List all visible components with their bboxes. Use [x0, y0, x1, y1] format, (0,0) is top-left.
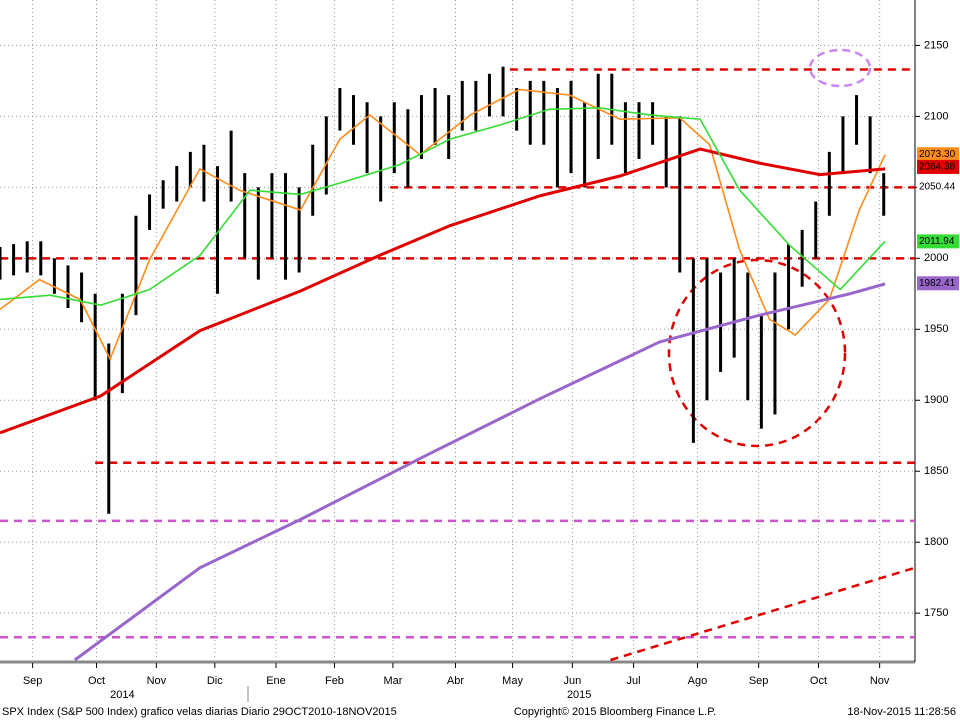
x-tick-label: Dic: [207, 675, 223, 687]
last-value-tag: [917, 179, 959, 194]
year-label: 2014: [110, 689, 134, 701]
x-tick-label: Sep: [749, 675, 769, 687]
y-tick-label: 2150: [924, 39, 948, 51]
y-tick-label: 1750: [924, 607, 948, 619]
x-tick-label: Jul: [627, 675, 641, 687]
x-tick-label: Feb: [325, 675, 344, 687]
moving-average: [73, 282, 886, 662]
y-tick-label: 1900: [924, 394, 948, 406]
x-tick-label: Mar: [383, 675, 402, 687]
trend-line: [610, 566, 916, 662]
x-tick-label: Nov: [147, 675, 167, 687]
moving-average: [0, 88, 886, 362]
x-tick-label: Jun: [564, 675, 582, 687]
footer-right: 18-Nov-2015 11:28:56: [847, 706, 956, 718]
year-label: 2015: [567, 689, 591, 701]
annotation-circle: [667, 258, 847, 448]
x-tick-label: Abr: [447, 675, 464, 687]
last-value-label: 2064.38: [919, 162, 956, 173]
x-tick-label: Oct: [88, 675, 105, 687]
last-value-tag: [917, 276, 959, 291]
footer-center: Copyright© 2015 Bloomberg Finance L.P.: [514, 706, 716, 718]
footer-left: SPX Index (S&P 500 Index) grafico velas …: [2, 706, 397, 718]
x-tick-label: Ago: [688, 675, 708, 687]
moving-average: [0, 147, 886, 435]
last-value-label: 2050.44: [919, 181, 956, 192]
y-tick-label: 2100: [924, 110, 948, 122]
last-value-label: 1982.41: [919, 278, 956, 289]
annotation-circle: [808, 48, 872, 88]
x-tick-label: Ene: [266, 675, 286, 687]
x-tick-label: Sep: [23, 675, 43, 687]
y-tick-label: 2000: [924, 252, 948, 264]
x-tick-label: May: [502, 675, 523, 687]
y-tick-label: 1800: [924, 536, 948, 548]
y-tick-label: 1950: [924, 323, 948, 335]
x-tick-label: Nov: [870, 675, 890, 687]
last-value-label: 2073.30: [919, 149, 956, 160]
last-value-tag: [917, 147, 959, 162]
last-value-label: 2011.94: [919, 236, 955, 247]
y-tick-label: 1850: [924, 465, 948, 477]
moving-average: [0, 107, 886, 306]
x-tick-label: Oct: [810, 675, 827, 687]
last-value-tag: [917, 234, 959, 249]
last-value-tag: [917, 159, 959, 174]
